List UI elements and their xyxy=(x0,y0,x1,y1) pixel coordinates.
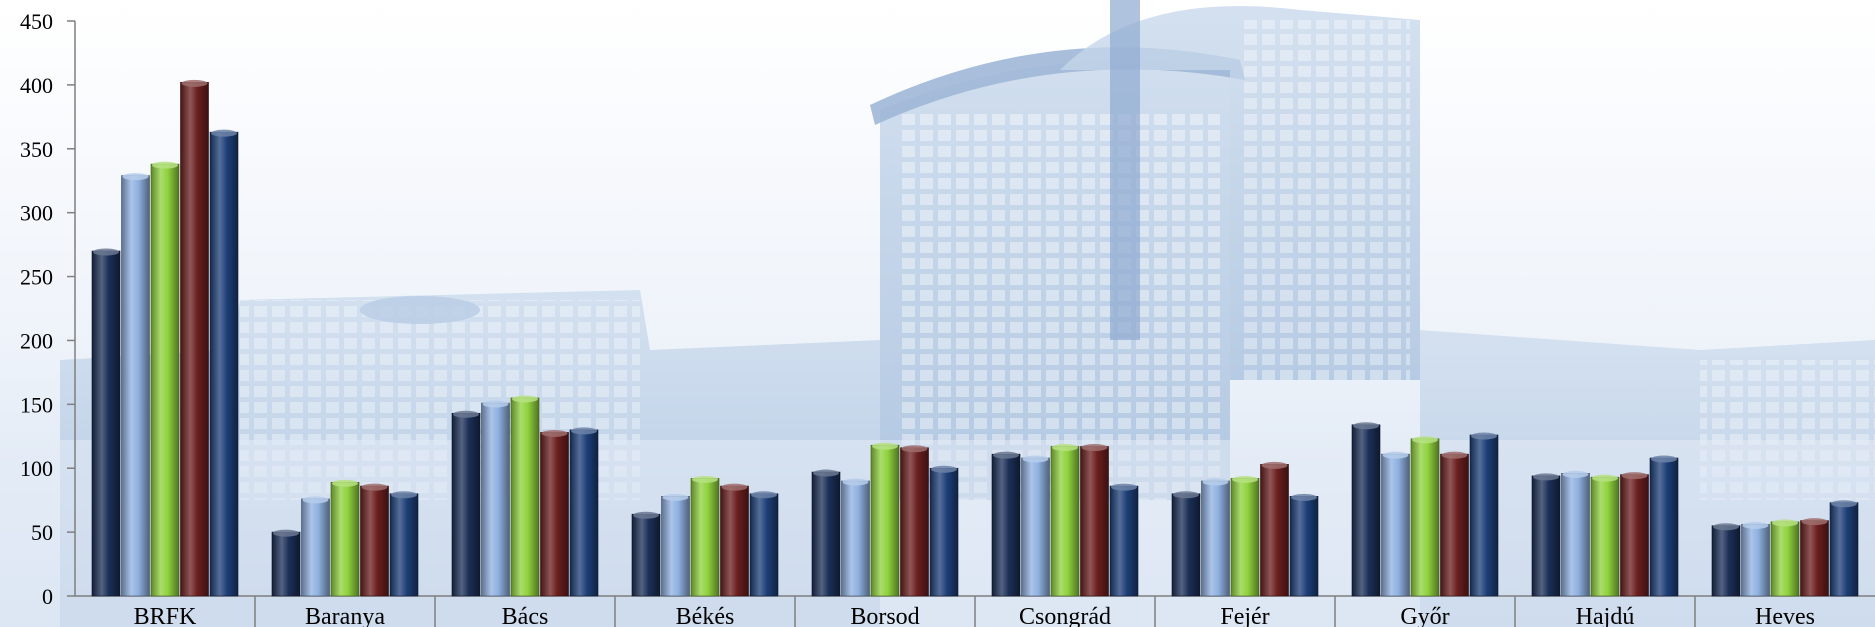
bar xyxy=(389,491,419,597)
bar xyxy=(360,483,389,597)
bar xyxy=(1410,436,1440,597)
bar xyxy=(1590,474,1620,597)
bar xyxy=(510,395,540,597)
y-tick-label: 300 xyxy=(20,201,53,226)
x-category-label: Fejér xyxy=(1220,604,1269,627)
bar xyxy=(271,529,301,597)
bar xyxy=(330,479,360,597)
y-tick-label: 400 xyxy=(20,73,53,98)
bar xyxy=(301,496,330,597)
bar xyxy=(1201,478,1230,597)
y-tick-label: 100 xyxy=(20,456,53,481)
y-tick-label: 0 xyxy=(42,584,53,609)
bar xyxy=(1230,475,1260,597)
bar xyxy=(1469,432,1499,597)
bar xyxy=(631,511,661,597)
bar xyxy=(661,493,690,597)
bar xyxy=(1829,500,1859,597)
bar xyxy=(811,469,841,597)
y-tick-label: 50 xyxy=(31,520,53,545)
bar xyxy=(481,400,510,597)
axis-labels: 0 50 100 150 200 250 300 350 400 450 BRFK Baranya Bá… xyxy=(20,9,1815,627)
bar xyxy=(870,442,900,597)
bar xyxy=(91,248,121,597)
bar xyxy=(1171,491,1201,597)
x-category-label: Csongrád xyxy=(1019,604,1111,627)
y-tick-label: 350 xyxy=(20,137,53,162)
bar xyxy=(1800,518,1829,597)
bar xyxy=(150,161,180,597)
bar xyxy=(1620,472,1649,597)
bar xyxy=(121,173,150,597)
bar xyxy=(1021,455,1050,597)
x-category-label: Győr xyxy=(1400,604,1449,627)
x-category-label: BRFK xyxy=(134,604,197,627)
x-category-label: Bács xyxy=(502,604,549,627)
x-category-label: Baranya xyxy=(305,604,385,627)
bar xyxy=(180,79,209,597)
x-category-label: Hajdú xyxy=(1576,604,1635,627)
bar xyxy=(1109,483,1139,597)
bar xyxy=(540,429,569,597)
bar xyxy=(1050,444,1080,597)
y-tick-label: 200 xyxy=(20,328,53,353)
bar xyxy=(1289,493,1319,597)
bar xyxy=(569,427,599,597)
x-category-label: Békés xyxy=(676,604,735,627)
bar xyxy=(1260,461,1289,597)
bar xyxy=(1770,519,1800,597)
bar xyxy=(1531,473,1561,597)
bar xyxy=(749,491,779,597)
x-category-label: Borsod xyxy=(850,604,919,627)
bar xyxy=(1440,451,1469,597)
y-tick-label: 150 xyxy=(20,392,53,417)
x-category-label: Heves xyxy=(1755,604,1815,627)
bar xyxy=(690,475,720,597)
bar xyxy=(209,129,239,597)
bar xyxy=(1080,444,1109,597)
bar xyxy=(1711,523,1741,597)
bar xyxy=(1381,451,1410,597)
y-tick-label: 450 xyxy=(20,9,53,34)
bar xyxy=(841,478,870,597)
bar xyxy=(1351,422,1381,597)
bar-series xyxy=(91,79,1859,597)
bar xyxy=(720,483,749,597)
bar xyxy=(929,465,959,597)
bar xyxy=(991,451,1021,597)
bar xyxy=(1649,455,1679,597)
bar xyxy=(1741,521,1770,597)
bar xyxy=(1561,470,1590,597)
bar xyxy=(451,410,481,597)
y-tick-label: 250 xyxy=(20,265,53,290)
bar xyxy=(900,445,929,597)
